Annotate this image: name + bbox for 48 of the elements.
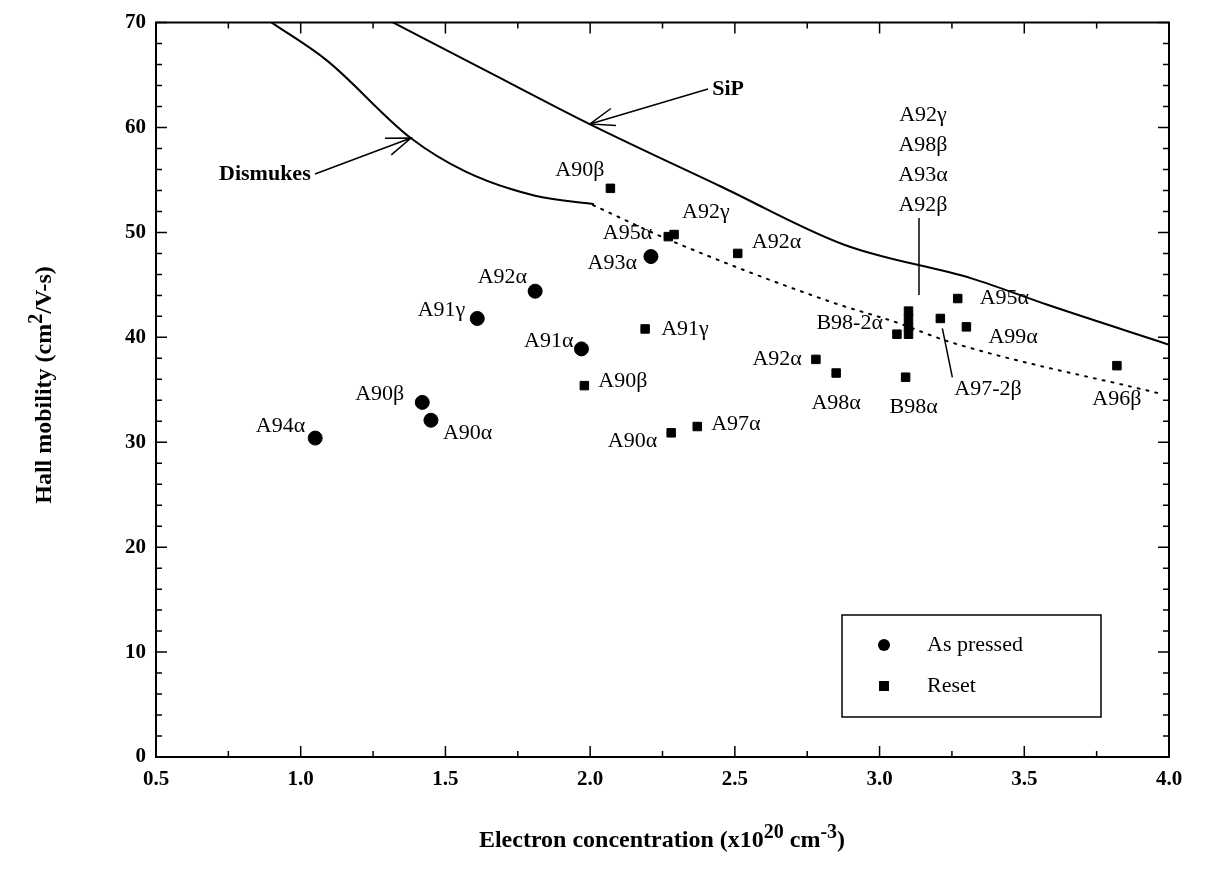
x-axis-title: Electron concentration (x10$^{20}$ cm$^{-3}$) <box>478 820 846 853</box>
annotation: A96β <box>1092 385 1142 411</box>
legend-label: Reset <box>927 671 976 697</box>
annotation: A92α <box>752 345 803 371</box>
annotation: A97α <box>711 410 762 436</box>
y-tick-label: 0 <box>135 743 146 768</box>
y-tick-label: 30 <box>125 428 146 453</box>
annotation: A94α <box>255 411 306 437</box>
annotation: A98β <box>898 130 948 156</box>
annotation: A90β <box>598 367 648 393</box>
annotation: Dismukes <box>219 159 312 185</box>
y-tick-label: 10 <box>125 638 146 663</box>
annotation: A95α <box>602 219 653 245</box>
y-tick-label: 70 <box>125 9 146 34</box>
annotation: A92α <box>477 262 528 288</box>
x-tick-label: 3.5 <box>1011 766 1038 791</box>
annotation: B98-2α <box>816 308 884 334</box>
y-tick-label: 20 <box>125 533 146 558</box>
annotation: A95α <box>979 284 1030 310</box>
annotation: A93α <box>898 160 949 186</box>
annotation: SiP <box>712 75 744 101</box>
annotation: A92γ <box>899 100 948 126</box>
annotation: A97-2β <box>954 375 1022 401</box>
x-tick-label: 1.5 <box>432 766 459 791</box>
annotation: A99α <box>988 322 1039 348</box>
annotation: A92β <box>898 190 948 216</box>
x-tick-label: 1.0 <box>287 766 314 791</box>
annotation: A90α <box>607 426 658 452</box>
y-tick-label: 60 <box>125 113 146 138</box>
annotation: A90β <box>355 380 405 406</box>
annotation: A91γ <box>417 296 466 322</box>
annotation: A98α <box>811 388 862 414</box>
annotation: A90β <box>555 156 605 182</box>
y-tick-label: 50 <box>125 218 146 243</box>
annotation: A93α <box>587 249 638 275</box>
x-tick-label: 2.0 <box>577 766 604 791</box>
x-tick-label: 4.0 <box>1155 766 1183 791</box>
annotation: A92γ <box>682 198 730 224</box>
x-tick-label: 3.0 <box>866 766 893 791</box>
y-tick-label: 40 <box>125 323 146 348</box>
annotation: A91γ <box>661 314 710 340</box>
annotation: B98α <box>889 392 939 418</box>
x-tick-label: 2.5 <box>721 766 748 791</box>
x-tick-label: 0.5 <box>142 766 170 791</box>
legend-label: As pressed <box>927 630 1023 656</box>
annotation: A92α <box>751 228 802 254</box>
annotation: A90α <box>442 419 493 445</box>
annotation: A91α <box>524 326 574 352</box>
